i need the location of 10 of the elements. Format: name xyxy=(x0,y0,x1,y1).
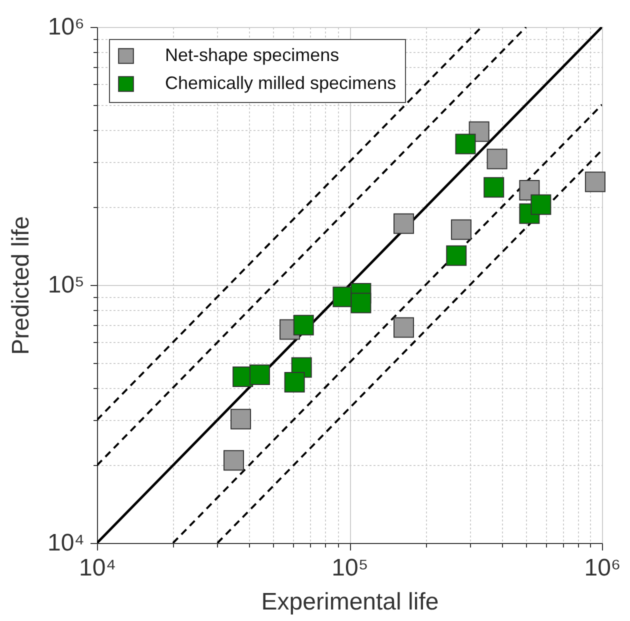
x-tick-label: 10⁶ xyxy=(584,554,621,582)
x-tick-label: 10⁴ xyxy=(78,554,116,582)
x-axis-title: Experimental life xyxy=(261,588,439,616)
y-tick-label: 10⁴ xyxy=(47,530,84,556)
legend-label: Net-shape specimens xyxy=(165,45,340,65)
x-tick-label: 10⁵ xyxy=(332,554,368,582)
legend-label: Chemically milled specimens xyxy=(165,73,396,93)
y-axis-title: Predicted life xyxy=(7,216,34,355)
y-tick-label: 10⁵ xyxy=(48,272,84,298)
y-tick-label: 10⁶ xyxy=(48,14,84,40)
